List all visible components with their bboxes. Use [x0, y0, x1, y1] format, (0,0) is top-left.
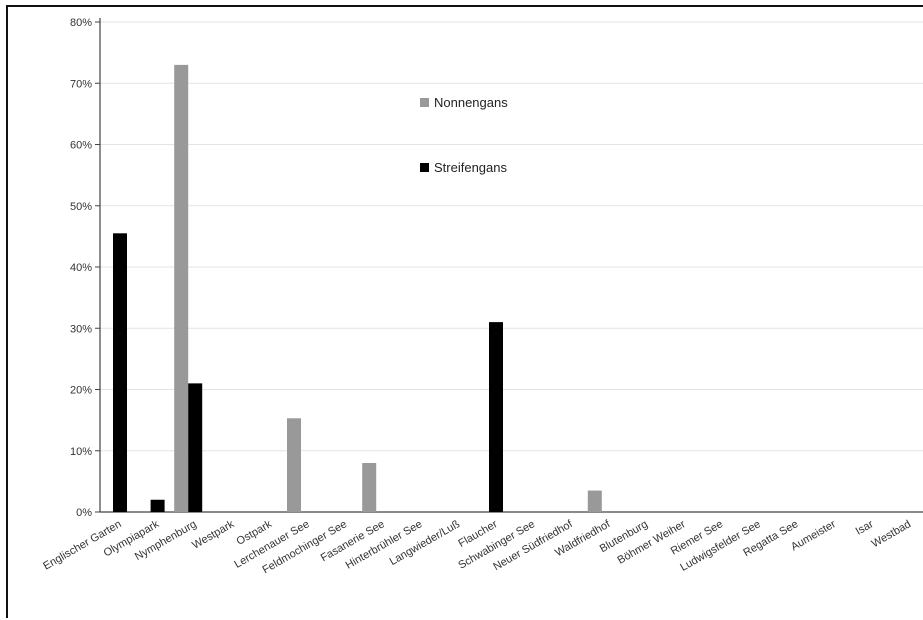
bar-nonnengans-5 — [287, 418, 301, 512]
bar-streifengans-1 — [150, 499, 165, 512]
y-tick-label: 20% — [70, 385, 92, 397]
y-tick-label: 60% — [70, 140, 92, 152]
bar-streifengans-10 — [489, 322, 503, 512]
x-tick-label: Isar — [854, 518, 876, 538]
axes — [95, 18, 923, 513]
legend-label-nonnengans: Nonnengans — [434, 95, 508, 110]
bar-nonnengans-7 — [362, 463, 377, 512]
bar-chart: 0% 10% 20% 30% 40% 50% 60% 70% 80% Englischer Ga… — [41, 17, 923, 577]
y-tick-label: 10% — [70, 446, 92, 458]
chart-frame: 0% 10% 20% 30% 40% 50% 60% 70% 80% Englischer Ga… — [6, 5, 923, 618]
y-tick-label: 70% — [70, 78, 92, 90]
y-tick-label: 80% — [70, 17, 92, 29]
x-tick-label: Westbad — [870, 518, 913, 550]
x-tick-labels: Englischer GartenOlympiaparkNymphenburgW… — [41, 518, 913, 577]
y-tick-label: 0% — [76, 507, 92, 519]
bar-streifengans-2 — [188, 383, 203, 512]
y-tick-labels: 0% 10% 20% 30% 40% 50% 60% 70% 80% — [70, 17, 92, 519]
y-tick-label: 40% — [70, 262, 92, 274]
bar-nonnengans-2 — [174, 64, 189, 512]
legend: Nonnengans Streifengans — [420, 95, 508, 175]
y-tick-label: 50% — [70, 201, 92, 213]
gridlines — [100, 21, 923, 452]
bars — [113, 64, 602, 512]
bar-nonnengans-13 — [587, 490, 602, 512]
x-tick-label: Westpark — [190, 518, 236, 552]
y-tick-label: 30% — [70, 323, 92, 335]
legend-swatch-streifengans — [420, 163, 429, 172]
bar-streifengans-0 — [113, 233, 127, 512]
legend-label-streifengans: Streifengans — [434, 160, 507, 175]
legend-swatch-nonnengans — [420, 98, 429, 107]
